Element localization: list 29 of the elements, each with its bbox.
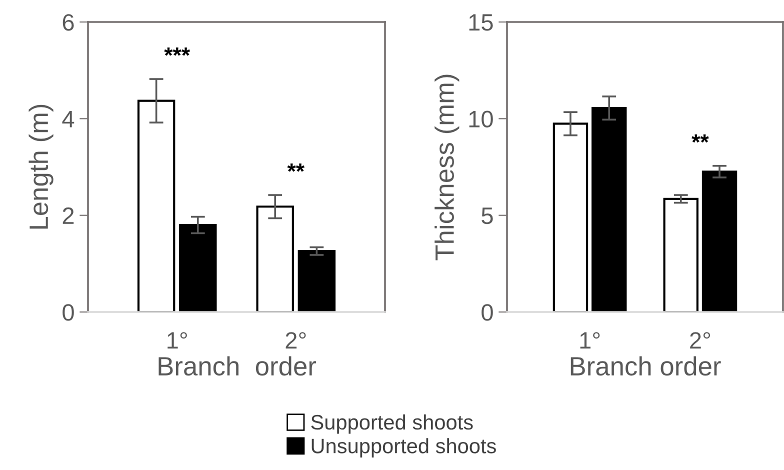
- x-tick-label: 1°: [168, 332, 187, 349]
- annotation: **: [692, 134, 709, 143]
- bar: [592, 106, 627, 312]
- y-tick-label: 0: [482, 304, 493, 321]
- y-tick-label: 10: [469, 110, 493, 128]
- annotation: ***: [164, 48, 190, 56]
- bar: [298, 250, 336, 312]
- y-tick-label: 5: [482, 208, 493, 224]
- y-tick-label: 4: [62, 110, 74, 128]
- legend-label: Supported shoots: [311, 414, 473, 434]
- bar: [137, 100, 176, 312]
- x-axis-title: Branch order: [158, 356, 316, 376]
- x-tick-label: 2°: [690, 332, 710, 349]
- bar: [663, 198, 698, 312]
- bar: [552, 122, 588, 312]
- bar: [702, 170, 738, 312]
- bar: [256, 206, 294, 312]
- annotation: **: [287, 164, 305, 172]
- y-tick-label: 2: [62, 207, 74, 224]
- x-axis-title: Branch order: [570, 356, 721, 376]
- y-tick-label: 15: [469, 14, 493, 31]
- y-tick-label: 6: [62, 14, 74, 31]
- legend-label: Unsupported shoots: [312, 438, 496, 458]
- x-tick-label: 1°: [580, 332, 600, 349]
- x-tick-label: 2°: [286, 332, 306, 349]
- bar: [179, 224, 217, 312]
- y-axis-title: Thickness (mm): [434, 74, 460, 260]
- y-tick-label: 0: [62, 304, 74, 321]
- y-axis-title: Length (m): [28, 104, 54, 229]
